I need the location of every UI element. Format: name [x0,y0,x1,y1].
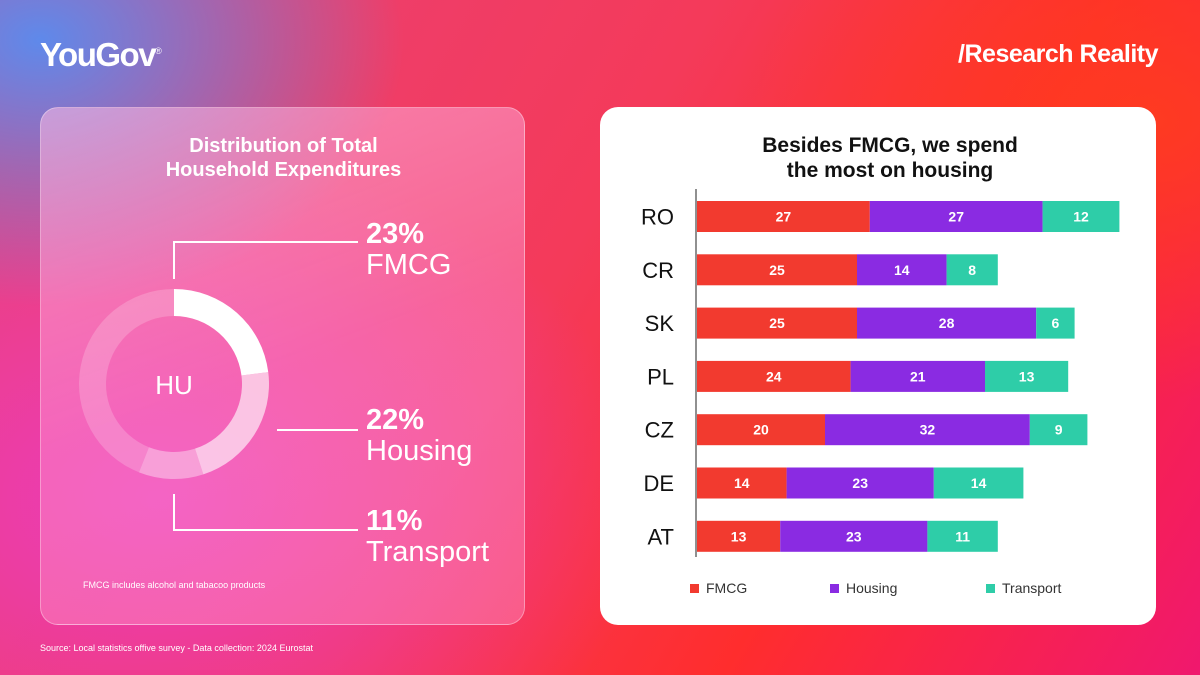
bar-housing-at [780,520,928,552]
data-label-transport-de: 14 [971,475,987,491]
bar-fmcg-at [697,520,781,552]
legend-housing: Housing [830,580,897,596]
stat-housing-label: Housing [366,435,473,467]
connector-housing-h [277,429,358,431]
data-label-housing-sk: 28 [939,315,955,331]
stat-fmcg-pct: 23% [366,218,425,250]
chart-title-line1: Besides FMCG, we spend [762,134,1018,157]
left-panel-title: Distribution of Total Household Expendit… [41,134,526,182]
data-label-housing-at: 23 [846,528,862,544]
data-label-transport-ro: 12 [1073,209,1089,225]
data-label-transport-sk: 6 [1052,315,1060,331]
legend-housing-swatch [830,583,839,593]
stat-fmcg-label: FMCG [366,249,452,281]
chart-title: Besides FMCG, we spend the most on housi… [600,133,1180,183]
registered-mark: ® [155,46,162,56]
donut-center-label: HU [155,370,193,400]
data-label-housing-pl: 21 [910,368,926,384]
legend-fmcg-label: FMCG [706,580,748,596]
yougov-logo: YouGov® [40,36,162,74]
data-label-transport-pl: 13 [1019,368,1035,384]
bar-housing-cz [825,414,1030,446]
donut-segments [78,289,269,480]
bar-housing-pl [850,360,985,392]
bar-transport-sk [1036,307,1075,339]
connector-transport-h [173,529,358,531]
category-label-at: AT [648,524,674,549]
data-label-transport-at: 11 [955,528,970,544]
data-label-transport-cr: 8 [968,262,976,278]
legend-transport-swatch [986,583,995,593]
data-label-fmcg-at: 13 [731,528,747,544]
bar-transport-de [933,467,1024,499]
category-label-ro: RO [641,205,674,230]
household-expenditure-panel: Distribution of Total Household Expendit… [40,107,525,625]
legend-transport: Transport [986,580,1061,596]
donut-segment-housing [195,372,269,475]
category-label-de: DE [643,471,674,496]
data-label-fmcg-cz: 20 [753,422,769,438]
category-label-sk: SK [645,311,675,336]
data-label-transport-cz: 9 [1055,422,1063,438]
bar-fmcg-sk [697,307,857,339]
data-label-housing-ro: 27 [948,209,964,225]
stacked-bar-chart: RO 27 27 12 CR 25 14 8 SK 25 28 6 PL 24 21 13 CZ 20 32 9 DE 1… [641,189,1120,557]
legend-fmcg: FMCG [690,580,747,596]
left-title-line1: Distribution of Total [189,135,378,157]
category-label-pl: PL [647,364,674,389]
donut-segment-other [78,289,174,473]
bar-housing-de [786,467,934,499]
category-label-cr: CR [642,258,674,283]
data-label-fmcg-ro: 27 [776,209,792,225]
left-title-line2: Household Expenditures [165,159,402,181]
stat-housing-pct: 22% [366,404,425,436]
data-label-housing-cz: 32 [920,422,936,438]
tagline: /Research Reality [958,40,1158,68]
chart-title-line2: the most on housing [786,159,994,182]
expenditure-donut-chart: HU [78,289,269,480]
bar-transport-pl [985,360,1069,392]
footnote: FMCG includes alcohol and tabacoo produc… [83,580,266,590]
data-label-fmcg-cr: 25 [769,262,785,278]
donut-segment-fmcg [174,289,269,376]
bar-transport-at [927,520,998,552]
stat-transport-label: Transport [366,536,490,568]
bar-fmcg-de [697,467,787,499]
bar-transport-cz [1029,414,1088,446]
bar-housing-sk [857,307,1037,339]
category-label-cz: CZ [645,418,674,443]
bar-fmcg-ro [697,201,870,232]
data-label-housing-cr: 14 [894,262,910,278]
data-label-fmcg-de: 14 [734,475,750,491]
stat-transport-pct: 11% [366,505,423,537]
legend-housing-label: Housing [846,580,898,596]
bar-housing-ro [869,201,1043,232]
legend-transport-label: Transport [1002,580,1062,596]
connector-fmcg-v [173,241,175,279]
legend-fmcg-swatch [690,583,699,593]
source-note: Source: Local statistics offive survey -… [40,643,313,653]
bar-fmcg-pl [697,360,851,392]
connector-transport-v [173,494,175,530]
donut-segment-transport [139,447,204,480]
bar-transport-ro [1042,201,1120,232]
data-label-fmcg-sk: 25 [769,315,785,331]
bar-transport-cr [946,254,998,286]
bar-fmcg-cr [697,254,857,286]
stacked-bar-panel: Besides FMCG, we spend the most on housi… [600,107,1156,625]
logo-text: YouGov [40,36,157,73]
connector-fmcg-h [173,241,358,243]
data-label-housing-de: 23 [852,475,868,491]
bar-fmcg-cz [697,414,825,446]
bar-housing-cr [857,254,947,286]
data-label-fmcg-pl: 24 [766,368,782,384]
